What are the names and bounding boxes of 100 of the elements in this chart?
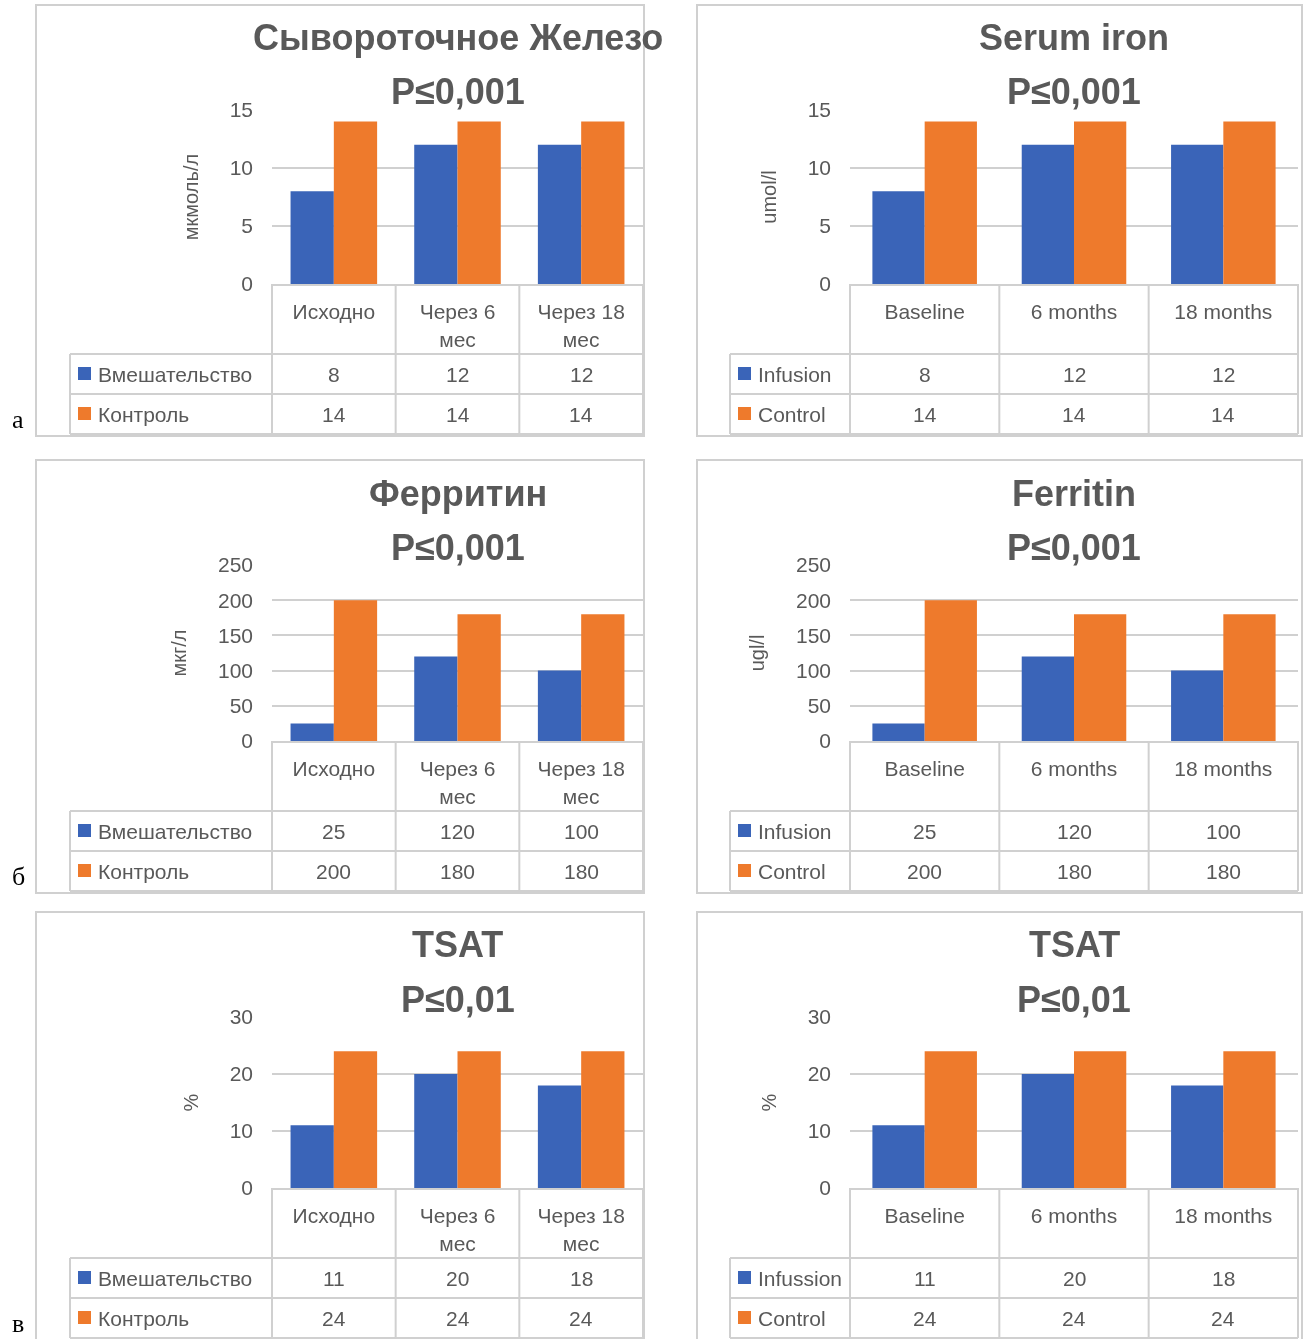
data-label: 14: [322, 403, 346, 426]
x-tick-label: 6 months: [1030, 1204, 1118, 1228]
data-label: 24: [913, 1307, 937, 1330]
legend-label: Control: [758, 403, 826, 426]
data-label: 24: [446, 1307, 470, 1330]
legend-label: Infusion: [758, 820, 832, 843]
data-label: 14: [446, 403, 470, 426]
x-tick-label: Baseline: [884, 1204, 965, 1228]
bar: [333, 121, 378, 284]
bar: [924, 600, 977, 741]
data-label: 120: [1057, 820, 1093, 843]
data-label: 24: [569, 1307, 593, 1330]
data-label: 25: [913, 820, 937, 843]
data-label: 18: [1212, 1267, 1236, 1290]
bar: [1223, 1051, 1276, 1188]
x-tick-label: 18 months: [1174, 300, 1273, 324]
data-label: 180: [1206, 860, 1242, 883]
bar: [581, 121, 625, 284]
legend-label: Контроль: [98, 403, 190, 426]
y-tick-label: 20: [807, 1062, 831, 1086]
text: а: [12, 405, 24, 434]
chart-title: Ферритин: [369, 473, 548, 514]
y-tick-label: 30: [807, 1005, 831, 1029]
x-tick-label: Исходно: [292, 757, 376, 781]
bar: [1074, 1051, 1127, 1188]
chart-subtitle: P≤0,001: [391, 527, 525, 568]
bar: [1223, 614, 1276, 741]
y-tick-label: 150: [217, 623, 253, 647]
bar: [537, 144, 582, 284]
bar: [581, 1051, 625, 1188]
data-label: 14: [913, 403, 937, 426]
x-tick-label: 18 months: [1174, 1204, 1273, 1228]
legend-label: Control: [758, 1307, 826, 1330]
chart-subtitle: P≤0,01: [401, 979, 515, 1020]
text: б: [12, 862, 26, 891]
bar: [924, 121, 977, 284]
bar: [1021, 1074, 1074, 1188]
y-tick-label: 30: [229, 1005, 253, 1029]
data-label: 24: [322, 1307, 346, 1330]
bar: [414, 1074, 458, 1188]
y-tick-label: 0: [241, 729, 253, 753]
x-tick-label: Baseline: [884, 300, 965, 324]
chart-subtitle: P≤0,001: [391, 71, 525, 112]
legend-label: Control: [758, 860, 826, 883]
bar: [457, 121, 501, 284]
y-tick-label: 10: [229, 156, 253, 180]
bar: [872, 191, 925, 284]
data-label: 14: [569, 403, 593, 426]
y-tick-label: 20: [229, 1062, 253, 1086]
data-label: 12: [1063, 363, 1087, 386]
y-tick-label: 0: [819, 729, 831, 753]
data-label: 8: [919, 363, 931, 386]
bar: [414, 144, 458, 284]
data-label: 8: [328, 363, 340, 386]
y-tick-label: 200: [795, 588, 831, 612]
x-tick-label: 6 months: [1030, 757, 1118, 781]
data-label: 12: [570, 363, 594, 386]
bar: [537, 670, 582, 741]
data-label: 180: [440, 860, 476, 883]
legend-label: Вмешательство: [98, 820, 253, 843]
chart-subtitle: P≤0,001: [1007, 71, 1141, 112]
y-axis-title: %: [758, 1093, 781, 1112]
x-tick-label: Исходно: [292, 1204, 376, 1228]
y-tick-label: 15: [229, 98, 253, 122]
data-label: 14: [1211, 403, 1235, 426]
bar: [581, 614, 625, 741]
bar: [924, 1051, 977, 1188]
legend-label: Вмешательство: [98, 1267, 253, 1290]
y-tick-label: 0: [241, 272, 253, 296]
bar: [1223, 121, 1276, 284]
data-label: 11: [323, 1267, 345, 1290]
y-tick-label: 15: [807, 98, 831, 122]
y-tick-label: 5: [819, 214, 831, 238]
bar: [1021, 144, 1074, 284]
bar: [872, 723, 925, 741]
y-tick-label: 0: [819, 272, 831, 296]
legend-label: Infussion: [758, 1267, 843, 1290]
legend-label: Контроль: [98, 1307, 190, 1330]
bar: [537, 1085, 582, 1188]
x-tick-label: Через 6 мес: [419, 300, 496, 351]
bar: [290, 191, 334, 284]
bar: [1171, 144, 1224, 284]
x-tick-label: Через 18 мес: [537, 757, 625, 808]
x-tick-label: Через 18 мес: [537, 300, 625, 351]
y-axis-title: %: [180, 1093, 203, 1112]
y-tick-label: 250: [795, 553, 831, 577]
bar: [1074, 121, 1127, 284]
x-tick-label: Через 6 мес: [419, 757, 496, 808]
bar: [290, 1125, 334, 1188]
y-tick-label: 250: [217, 553, 253, 577]
y-axis-title: umol/l: [758, 170, 781, 224]
chart-subtitle: P≤0,001: [1007, 527, 1141, 568]
data-label: 180: [1057, 860, 1093, 883]
x-tick-label: Baseline: [884, 757, 965, 781]
data-label: 24: [1062, 1307, 1086, 1330]
y-tick-label: 0: [819, 1176, 831, 1200]
data-label: 100: [564, 820, 600, 843]
y-tick-label: 0: [241, 1176, 253, 1200]
data-label: 120: [440, 820, 476, 843]
bar: [414, 656, 458, 741]
